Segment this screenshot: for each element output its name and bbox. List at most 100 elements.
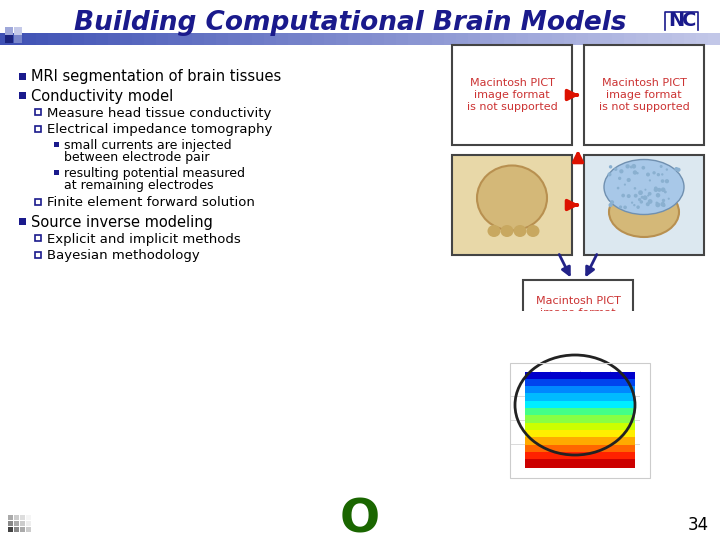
Text: at remaining electrodes: at remaining electrodes <box>64 179 214 192</box>
Ellipse shape <box>654 186 657 190</box>
Bar <box>525 401 635 410</box>
Bar <box>48 33 61 45</box>
Bar <box>648 33 661 45</box>
Bar <box>35 235 41 241</box>
Text: MRI segmentation of brain tissues: MRI segmentation of brain tissues <box>31 70 282 84</box>
Ellipse shape <box>626 164 630 168</box>
Bar <box>300 33 313 45</box>
Bar <box>19 218 25 225</box>
Bar <box>35 109 41 115</box>
Bar <box>60 33 73 45</box>
Ellipse shape <box>652 171 656 174</box>
Ellipse shape <box>636 205 640 209</box>
Bar <box>14 27 22 35</box>
Bar <box>525 415 635 424</box>
Bar <box>35 199 41 205</box>
Bar <box>470 310 690 370</box>
Bar <box>684 33 697 45</box>
Ellipse shape <box>633 170 637 175</box>
Bar <box>240 33 253 45</box>
Ellipse shape <box>657 173 660 177</box>
Text: Measure head tissue conductivity: Measure head tissue conductivity <box>47 106 271 119</box>
Ellipse shape <box>636 172 639 174</box>
Bar <box>600 33 613 45</box>
Bar <box>276 33 289 45</box>
Bar <box>480 33 493 45</box>
Bar <box>96 33 109 45</box>
Bar <box>84 33 97 45</box>
Ellipse shape <box>665 179 669 184</box>
Text: 34: 34 <box>688 516 708 534</box>
Bar <box>576 33 589 45</box>
Bar <box>516 33 529 45</box>
Bar <box>324 33 337 45</box>
Bar <box>528 33 541 45</box>
Ellipse shape <box>646 202 649 206</box>
Ellipse shape <box>643 195 647 200</box>
Bar <box>35 126 41 132</box>
Ellipse shape <box>648 192 652 195</box>
Bar <box>640 325 700 515</box>
Ellipse shape <box>617 187 619 190</box>
Ellipse shape <box>631 201 634 204</box>
Text: C: C <box>682 11 696 30</box>
Bar <box>525 452 635 461</box>
Bar <box>708 33 720 45</box>
Ellipse shape <box>624 206 627 209</box>
Ellipse shape <box>639 200 643 204</box>
Bar <box>20 527 25 532</box>
Ellipse shape <box>626 194 631 198</box>
Bar <box>396 33 409 45</box>
Ellipse shape <box>621 194 625 198</box>
Text: Macintosh PICT
image format
is not supported: Macintosh PICT image format is not suppo… <box>598 78 689 112</box>
Bar <box>492 33 505 45</box>
Ellipse shape <box>608 203 613 207</box>
Ellipse shape <box>648 199 652 204</box>
Bar <box>264 33 277 45</box>
Ellipse shape <box>661 187 665 192</box>
Bar <box>525 372 635 381</box>
Bar <box>8 515 13 520</box>
Bar <box>19 91 25 98</box>
Bar <box>35 252 41 258</box>
Bar <box>420 33 433 45</box>
Ellipse shape <box>614 167 618 171</box>
Ellipse shape <box>675 167 678 171</box>
Bar <box>228 33 241 45</box>
Bar <box>252 33 265 45</box>
Ellipse shape <box>604 159 684 214</box>
Bar <box>525 437 635 447</box>
Text: Building Computational Brain Models: Building Computational Brain Models <box>73 10 626 36</box>
Ellipse shape <box>642 166 645 170</box>
Bar <box>452 45 572 145</box>
Ellipse shape <box>641 196 644 199</box>
Ellipse shape <box>477 165 547 231</box>
Ellipse shape <box>646 172 650 177</box>
Bar <box>120 33 133 45</box>
Bar <box>5 27 13 35</box>
Ellipse shape <box>658 188 660 191</box>
Ellipse shape <box>667 198 670 200</box>
Bar <box>204 33 217 45</box>
Ellipse shape <box>624 184 626 186</box>
Ellipse shape <box>648 201 650 204</box>
Ellipse shape <box>500 225 513 237</box>
Ellipse shape <box>609 187 679 237</box>
Ellipse shape <box>656 193 660 198</box>
Bar <box>525 444 635 454</box>
Bar <box>468 33 481 45</box>
Bar <box>26 515 31 520</box>
Bar <box>523 280 633 345</box>
Bar <box>452 155 572 255</box>
Bar <box>24 33 37 45</box>
Bar <box>144 33 157 45</box>
Bar <box>510 362 650 477</box>
Bar <box>36 33 49 45</box>
Ellipse shape <box>644 188 647 191</box>
Bar <box>384 33 397 45</box>
Bar <box>540 33 553 45</box>
Bar <box>288 33 301 45</box>
Bar <box>192 33 205 45</box>
Text: Macintosh PICT
image format
is not supported: Macintosh PICT image format is not suppo… <box>467 78 557 112</box>
Bar <box>132 33 145 45</box>
